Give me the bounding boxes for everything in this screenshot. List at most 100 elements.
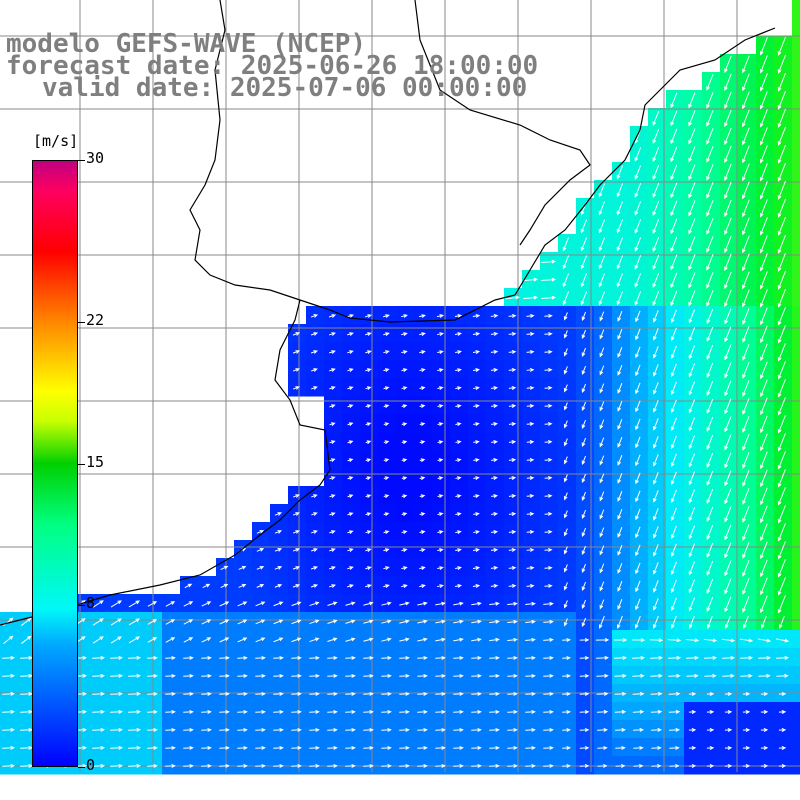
field-cell — [612, 612, 631, 631]
wind-arrow — [617, 401, 623, 412]
field-cell — [630, 450, 649, 469]
wind-arrow — [311, 530, 318, 534]
wind-arrow — [724, 615, 731, 629]
wind-arrow — [453, 745, 464, 750]
field-cell — [234, 738, 253, 757]
field-cell — [234, 666, 253, 685]
field-cell — [558, 594, 577, 613]
field-cell — [720, 648, 739, 667]
field-cell — [612, 702, 631, 721]
field-cell — [702, 630, 721, 649]
wind-arrow — [255, 673, 266, 678]
wind-arrow — [309, 691, 320, 696]
field-cell — [666, 288, 685, 307]
wind-arrow — [310, 566, 318, 570]
wind-arrow — [668, 709, 681, 714]
field-cell — [666, 486, 685, 505]
field-cell — [756, 342, 775, 361]
wind-arrow — [669, 727, 681, 732]
field-cell — [576, 594, 595, 613]
wind-arrow — [777, 127, 786, 146]
wind-arrow — [688, 746, 697, 750]
wind-arrow — [706, 74, 714, 91]
wind-arrow — [706, 380, 714, 396]
wind-arrow — [544, 476, 553, 480]
wind-arrow — [706, 470, 714, 486]
field-cell — [756, 72, 775, 91]
field-cell — [648, 630, 667, 649]
field-cell — [612, 270, 631, 289]
wind-arrow — [292, 584, 301, 588]
wind-arrow — [435, 637, 446, 642]
field-cell — [792, 396, 800, 415]
wind-arrow — [597, 745, 608, 750]
wind-arrow — [237, 619, 248, 625]
wind-arrow — [581, 617, 587, 628]
wind-arrow — [635, 418, 641, 431]
field-cell — [180, 738, 199, 757]
wind-arrow — [581, 383, 587, 394]
field-cell — [648, 540, 667, 559]
wind-arrow — [435, 745, 446, 750]
wind-arrow — [634, 165, 642, 180]
wind-arrow — [614, 691, 627, 696]
field-cell — [756, 414, 775, 433]
field-cell — [684, 396, 703, 415]
wind-arrow — [363, 727, 374, 732]
wind-arrow — [490, 548, 499, 552]
wind-arrow — [399, 655, 410, 660]
wind-arrow — [670, 272, 678, 289]
wind-arrow — [544, 331, 553, 336]
wind-arrow — [525, 691, 536, 696]
wind-arrow — [760, 710, 769, 714]
field-cell — [576, 360, 595, 379]
wind-arrow — [491, 458, 498, 462]
field-cell — [666, 162, 685, 181]
field-cell — [288, 666, 307, 685]
wind-arrow — [632, 673, 645, 678]
wind-arrow — [237, 709, 248, 714]
field-cell — [738, 486, 757, 505]
wind-arrow — [653, 436, 659, 449]
field-cell — [702, 252, 721, 271]
field-cell — [612, 306, 631, 325]
field-cell — [774, 522, 793, 541]
field-cell — [684, 666, 703, 685]
wind-arrow — [292, 386, 300, 390]
wind-arrow — [309, 637, 320, 643]
wind-arrow — [760, 577, 768, 596]
wind-arrow — [634, 255, 642, 270]
wind-arrow — [635, 346, 641, 359]
wind-arrow — [760, 379, 768, 398]
field-cell — [630, 126, 649, 145]
field-cell — [774, 306, 793, 325]
wind-arrow — [183, 727, 194, 732]
wind-arrow — [581, 347, 587, 358]
field-cell — [702, 540, 721, 559]
field-cell — [774, 504, 793, 523]
field-cell — [180, 702, 199, 721]
wind-arrow — [383, 440, 390, 445]
wind-arrow — [381, 619, 392, 624]
wind-arrow — [473, 368, 481, 372]
wind-arrow — [255, 601, 266, 607]
field-cell — [612, 666, 631, 685]
field-cell — [756, 144, 775, 163]
field-cell — [630, 486, 649, 505]
field-cell — [558, 306, 577, 325]
field-cell — [702, 612, 721, 631]
wind-arrow — [706, 236, 714, 253]
wind-arrow — [347, 494, 354, 499]
wind-arrow — [472, 350, 481, 354]
wind-arrow — [401, 530, 408, 535]
field-cell — [540, 612, 559, 631]
wind-arrow — [740, 655, 754, 660]
field-cell — [738, 54, 757, 73]
field-cell — [648, 306, 667, 325]
field-cell — [684, 180, 703, 199]
field-cell — [666, 414, 685, 433]
wind-arrow — [599, 581, 605, 592]
field-cell — [666, 756, 685, 775]
wind-arrow — [383, 314, 390, 318]
wind-arrow — [256, 547, 265, 552]
